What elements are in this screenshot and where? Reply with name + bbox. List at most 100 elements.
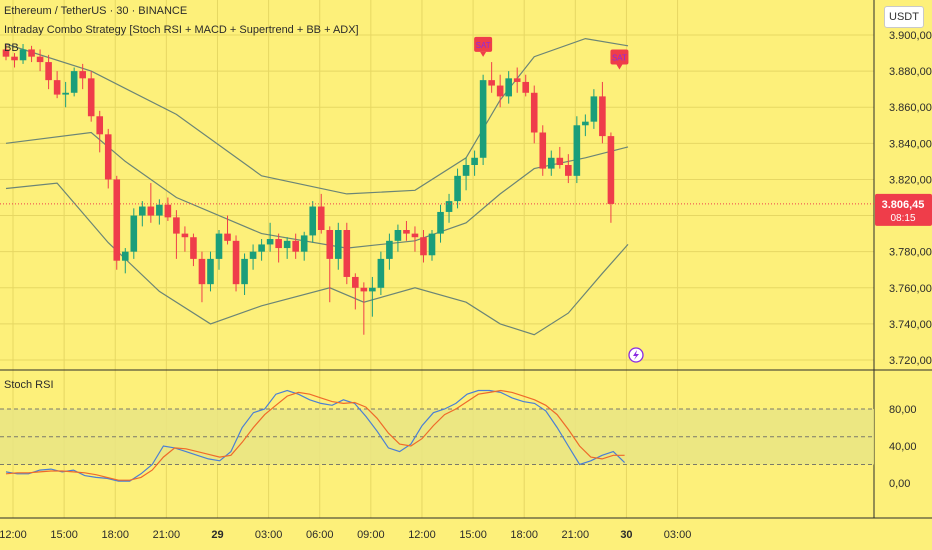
candle	[96, 110, 104, 153]
candle	[488, 62, 495, 93]
candle-body	[292, 240, 299, 252]
candle-body	[156, 204, 163, 216]
stoch-k-line	[5, 389, 626, 482]
candle-body	[326, 230, 334, 259]
candle-body	[87, 78, 95, 117]
candle	[428, 230, 436, 261]
candle-body	[96, 116, 104, 135]
time-axis-label: 15:00	[50, 529, 78, 541]
candle-body	[79, 71, 86, 79]
candle-body	[530, 92, 538, 133]
strategy-title[interactable]: Intraday Combo Strategy [Stoch RSI + MAC…	[4, 24, 359, 36]
candle-body	[386, 240, 393, 259]
candle-body	[139, 206, 146, 216]
candle	[445, 193, 453, 223]
price-axis-label: 3.720,00	[889, 355, 932, 367]
bb-indicator-label[interactable]: BB	[4, 42, 19, 54]
candle	[11, 53, 18, 68]
time-axis-label: 18:00	[510, 529, 538, 541]
candle	[224, 215, 231, 245]
candle-body	[2, 49, 10, 57]
currency-button[interactable]: USDT	[884, 6, 924, 28]
time-axis-label: 12:00	[0, 529, 27, 541]
candle-body	[130, 215, 138, 252]
candle	[232, 235, 240, 292]
candle-body	[181, 233, 189, 238]
candle	[266, 222, 274, 252]
time-axis-label: 06:00	[306, 529, 334, 541]
sell-marker-label: SAT	[476, 41, 491, 50]
candle	[292, 233, 299, 259]
candle-body	[36, 56, 44, 63]
candle-body	[147, 206, 155, 216]
candle	[309, 201, 317, 243]
bb-lower-line	[5, 182, 629, 336]
candle-body	[369, 287, 376, 292]
lightning-icon	[628, 347, 644, 363]
candle	[479, 74, 487, 165]
price-axis-label: 3.740,00	[889, 319, 932, 331]
price-axis-label: 3.820,00	[889, 174, 932, 186]
candle	[573, 116, 581, 184]
candle-body	[249, 251, 257, 259]
candle-body	[300, 235, 308, 252]
candle	[471, 150, 478, 176]
candle	[599, 81, 606, 144]
candle	[360, 282, 368, 335]
candle	[19, 44, 27, 64]
candle	[113, 175, 121, 270]
candle	[496, 74, 504, 108]
candle	[565, 154, 572, 184]
candle	[547, 150, 555, 176]
candle	[181, 226, 189, 252]
time-axis-label: 03:00	[664, 529, 692, 541]
stoch-rsi-title[interactable]: Stoch RSI	[4, 379, 54, 391]
candle-body	[599, 96, 606, 137]
candle-body	[607, 136, 615, 204]
candle	[104, 128, 112, 189]
candle-body	[505, 78, 512, 97]
candle	[334, 222, 342, 270]
price-tag-value: 3.806,45	[882, 199, 925, 211]
candle-body	[547, 157, 555, 169]
candle-body	[539, 132, 547, 169]
candle	[454, 168, 461, 209]
price-axis-label: 3.900,00	[889, 30, 932, 42]
candle	[241, 253, 248, 295]
candle	[79, 63, 86, 90]
candle	[556, 146, 564, 169]
time-axis-label: 15:00	[459, 529, 487, 541]
candle	[522, 74, 530, 97]
time-axis-label: 09:00	[357, 529, 385, 541]
candle	[513, 67, 521, 93]
stoch-axis-label: 40,00	[889, 441, 917, 453]
candle	[70, 67, 78, 97]
candle-body	[352, 276, 359, 288]
candle-body	[454, 175, 461, 202]
candle	[352, 273, 359, 310]
lightning-icon-bolt	[633, 350, 639, 360]
sell-signal-marker: SAT	[610, 49, 629, 70]
candle-body	[360, 287, 368, 292]
time-axis-label: 12:00	[408, 529, 436, 541]
symbol-title[interactable]: Ethereum / TetherUS · 30 · BINANCE	[4, 5, 188, 17]
candle-body	[420, 237, 427, 256]
candle-body	[207, 258, 214, 285]
stoch-axis-label: 0,00	[889, 478, 910, 490]
candle	[505, 71, 512, 104]
price-tag-countdown: 08:15	[890, 213, 915, 224]
candle-body	[173, 217, 180, 234]
candle	[590, 89, 598, 129]
candle-body	[565, 165, 572, 176]
candle	[164, 197, 172, 221]
candle	[2, 44, 10, 61]
candle	[28, 45, 35, 63]
candle-body	[232, 240, 240, 285]
candle	[403, 220, 410, 241]
candle	[394, 224, 402, 252]
candle-body	[258, 244, 265, 252]
candle-body	[190, 237, 197, 259]
candle-body	[334, 230, 342, 259]
candle-body	[241, 258, 248, 285]
